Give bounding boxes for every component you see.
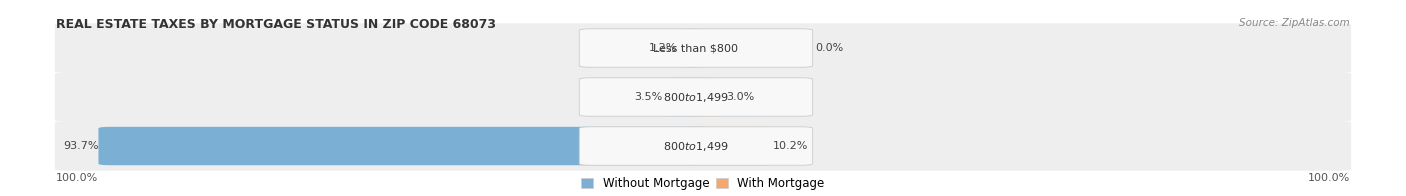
FancyBboxPatch shape: [685, 127, 772, 165]
Text: Less than $800: Less than $800: [654, 43, 738, 53]
Text: 1.2%: 1.2%: [648, 43, 678, 53]
FancyBboxPatch shape: [579, 127, 813, 165]
Text: 3.0%: 3.0%: [727, 92, 755, 102]
Text: 0.0%: 0.0%: [815, 43, 844, 53]
Legend: Without Mortgage, With Mortgage: Without Mortgage, With Mortgage: [581, 177, 825, 190]
Text: 10.2%: 10.2%: [772, 141, 808, 151]
Text: REAL ESTATE TAXES BY MORTGAGE STATUS IN ZIP CODE 68073: REAL ESTATE TAXES BY MORTGAGE STATUS IN …: [56, 18, 496, 31]
FancyBboxPatch shape: [662, 78, 707, 116]
FancyBboxPatch shape: [98, 127, 707, 165]
Text: Source: ZipAtlas.com: Source: ZipAtlas.com: [1239, 18, 1350, 28]
FancyBboxPatch shape: [579, 29, 813, 67]
Text: 100.0%: 100.0%: [1308, 173, 1350, 183]
Text: 93.7%: 93.7%: [63, 141, 98, 151]
Text: $800 to $1,499: $800 to $1,499: [664, 140, 728, 152]
FancyBboxPatch shape: [55, 121, 1351, 171]
Text: 3.5%: 3.5%: [634, 92, 662, 102]
Text: $800 to $1,499: $800 to $1,499: [664, 91, 728, 103]
FancyBboxPatch shape: [685, 78, 727, 116]
Text: 100.0%: 100.0%: [56, 173, 98, 183]
FancyBboxPatch shape: [55, 23, 1351, 73]
FancyBboxPatch shape: [678, 29, 707, 67]
FancyBboxPatch shape: [579, 78, 813, 116]
FancyBboxPatch shape: [55, 72, 1351, 122]
